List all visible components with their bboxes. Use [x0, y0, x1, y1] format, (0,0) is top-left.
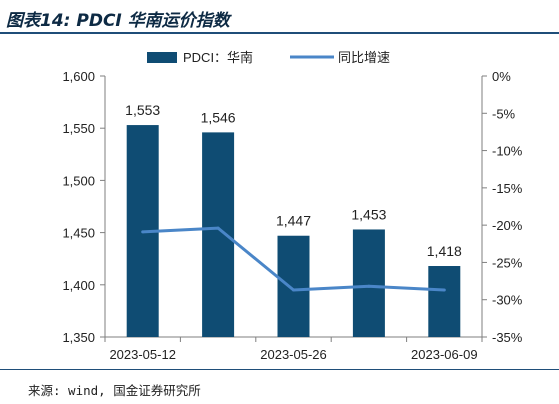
bar-value-label: 1,553	[125, 102, 160, 118]
x-tick-label: 2023-06-09	[411, 347, 478, 362]
y-right-tick-label: -15%	[492, 181, 523, 196]
axes: 1,600 1,550 1,500 1,450 1,400 1,350 0% -5% -10% -…	[62, 69, 522, 362]
chart-title: 图表14: PDCI 华南运价指数	[6, 11, 230, 31]
y-left-tick-label: 1,550	[62, 121, 95, 136]
y-right-tick-label: -35%	[492, 330, 523, 345]
bar-value-label: 1,418	[427, 243, 462, 259]
y-right-tick-label: -25%	[492, 255, 523, 270]
legend-bar-label: PDCI：华南	[183, 50, 253, 65]
legend-bar-swatch	[147, 52, 177, 63]
line-point	[216, 226, 220, 230]
bar	[277, 235, 310, 337]
bar-value-label: 1,546	[201, 109, 236, 125]
y-left-tick-label: 1,450	[62, 226, 95, 241]
y-left-tick-label: 1,400	[62, 278, 95, 293]
x-tick-label: 2023-05-12	[109, 347, 176, 362]
y-left-tick-label: 1,350	[62, 330, 95, 345]
y-left-tick-label: 1,600	[62, 69, 95, 84]
legend-line-label: 同比增速	[338, 50, 390, 65]
bar	[428, 266, 461, 337]
y-right-tick-label: -30%	[492, 293, 523, 308]
y-right-tick-label: -20%	[492, 218, 523, 233]
legend: PDCI：华南 同比增速	[147, 50, 390, 65]
y-left-tick-label: 1,500	[62, 173, 95, 188]
source-note: 来源: wind, 国金证券研究所	[28, 383, 201, 398]
line-series	[141, 226, 446, 292]
line-point	[367, 284, 371, 288]
bars: 1,553 1,546 1,447 1,453 1,418	[125, 102, 462, 338]
bar	[352, 229, 385, 337]
bar	[202, 132, 235, 337]
bar-value-label: 1,453	[351, 206, 386, 222]
title-divider	[0, 32, 559, 34]
y-right-tick-label: 0%	[492, 69, 511, 84]
source-divider	[0, 369, 559, 370]
y-right-tick-label: -5%	[492, 106, 516, 121]
chart: PDCI：华南 同比增速 1,6001,5501,5001,4501,4001,…	[62, 50, 522, 362]
bar-value-label: 1,447	[276, 213, 311, 229]
line-point	[141, 230, 145, 234]
x-tick-label: 2023-05-26	[260, 347, 327, 362]
line-point	[292, 288, 295, 292]
line-point	[442, 288, 446, 292]
y-right-tick-label: -10%	[492, 144, 523, 159]
